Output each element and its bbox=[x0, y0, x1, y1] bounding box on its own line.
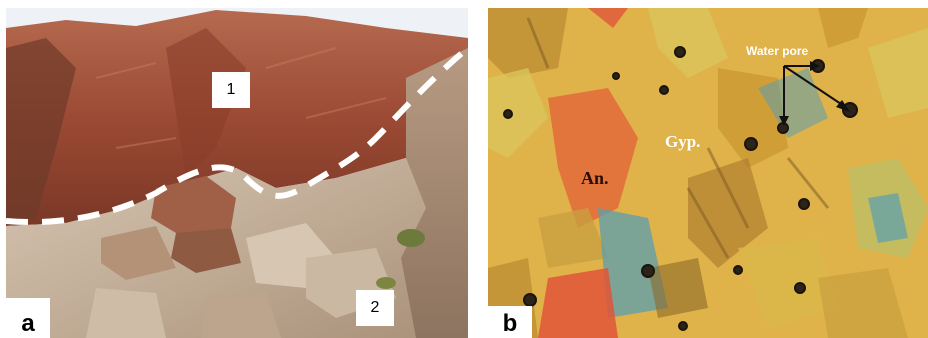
zone-label-2: 2 bbox=[356, 290, 394, 326]
field-photo-panel: 1 2 a bbox=[6, 8, 468, 338]
rock-block bbox=[86, 288, 166, 338]
panel-letter-a: a bbox=[6, 298, 50, 338]
water-pore-annotation: Water pore bbox=[746, 44, 809, 58]
gully-shadow bbox=[6, 38, 76, 223]
shrub bbox=[376, 277, 396, 289]
shrub bbox=[397, 229, 425, 247]
rock-block bbox=[171, 228, 241, 273]
zone-label-1: 1 bbox=[212, 72, 250, 108]
field-photo bbox=[6, 8, 468, 338]
right-rock-face bbox=[401, 48, 468, 338]
pore-arrows bbox=[783, 65, 845, 120]
water-pores bbox=[503, 46, 858, 331]
anhydrite-label: An. bbox=[581, 168, 609, 188]
red-sediment-unit bbox=[6, 10, 468, 226]
contact-boundary-line bbox=[6, 45, 468, 226]
rock-block bbox=[151, 176, 236, 236]
micrograph bbox=[488, 8, 928, 338]
rock-block bbox=[201, 293, 281, 338]
micrograph-panel: An. Gyp. Water pore b bbox=[488, 8, 928, 338]
rock-block bbox=[101, 226, 176, 280]
gypsum-label: Gyp. bbox=[665, 132, 701, 151]
arrowheads bbox=[779, 61, 850, 126]
panel-letter-b: b bbox=[488, 306, 532, 338]
strata-streaks bbox=[95, 47, 387, 149]
gully-shadow bbox=[166, 28, 246, 178]
cleavage-streaks bbox=[526, 17, 830, 259]
